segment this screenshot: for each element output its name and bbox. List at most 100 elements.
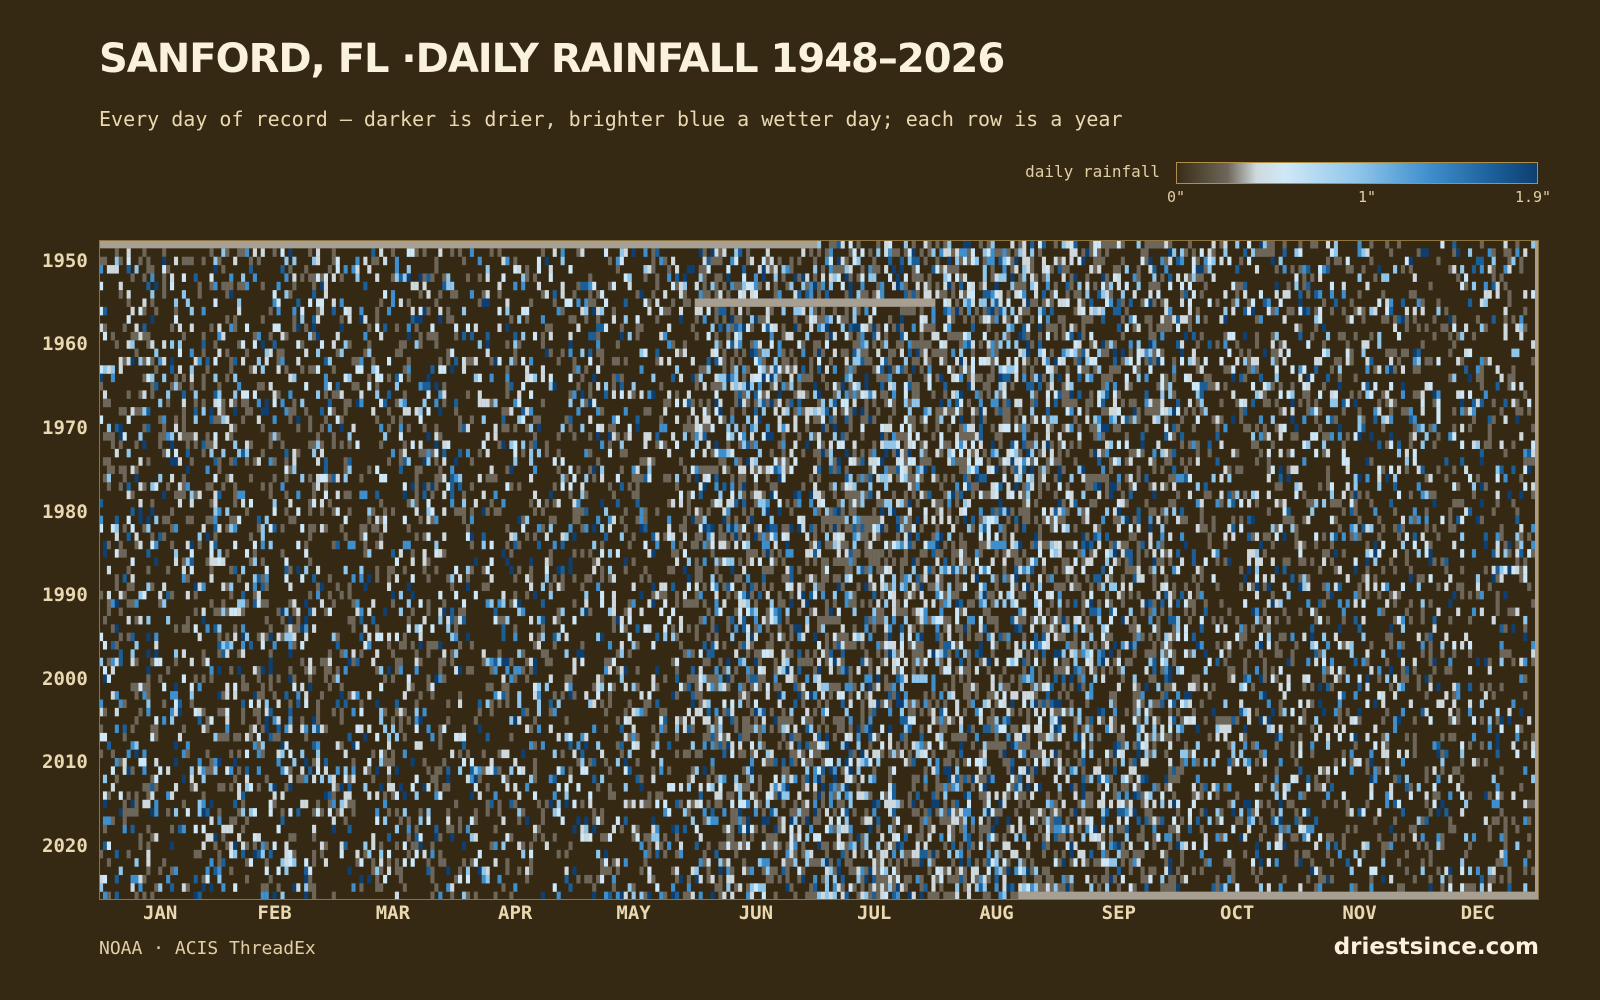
heatmap-cell [848,473,853,483]
heatmap-cell [777,290,782,299]
heatmap-cell [150,356,155,366]
heatmap-cell [1231,306,1236,316]
heatmap-cell [181,331,186,341]
heatmap-cell [951,448,956,458]
heatmap-cell [1274,356,1279,366]
heatmap-cell [118,432,123,441]
heatmap-cell [237,298,242,307]
heatmap-cell [1322,265,1327,274]
heatmap-cell [1168,457,1173,466]
heatmap-cell [552,290,557,299]
heatmap-cell [430,323,435,333]
heatmap-cell [1195,356,1200,366]
heatmap-cell [714,482,719,491]
heatmap-cell [813,281,818,291]
heatmap-cell [296,448,301,458]
heatmap-cell [1041,373,1046,383]
heatmap-cell [331,340,336,349]
heatmap-cell [746,382,751,391]
heatmap-cell [1341,407,1346,416]
heatmap-cell [1223,331,1228,341]
heatmap-cell [607,448,613,458]
heatmap-cell [891,490,897,500]
heatmap-cell [588,448,593,458]
heatmap-cell [442,390,447,399]
heatmap-cell [876,348,881,358]
heatmap-cell [1389,498,1394,508]
heatmap-cell [1322,340,1327,349]
heatmap-cell [797,290,802,299]
heatmap-cell [1428,540,1433,550]
heatmap-cell [891,365,897,374]
heatmap-cell [907,524,912,533]
heatmap-cell [974,256,979,266]
heatmap-cell [888,240,893,249]
heatmap-cell [1278,524,1283,533]
heatmap-cell [363,524,368,533]
heatmap-cell [548,524,553,533]
heatmap-cell [521,331,526,341]
heatmap-cell [734,331,739,341]
heatmap-cell [876,331,881,341]
heatmap-cell [201,382,206,391]
heatmap-cell [387,423,392,433]
heatmap-cell [1531,440,1536,450]
heatmap-cell [1065,390,1070,399]
heatmap-cell [888,256,893,266]
heatmap-cell [1278,382,1283,391]
heatmap-cell [982,265,987,274]
heatmap-cell [1108,290,1114,299]
heatmap-cell [1286,515,1291,525]
heatmap-cell [477,298,482,307]
heatmap-cell [990,340,995,349]
heatmap-cell [485,473,490,483]
heatmap-cell [742,265,747,274]
heatmap-cell [209,273,214,282]
heatmap-cell [1069,323,1074,333]
heatmap-cell [706,465,711,475]
heatmap-cell [722,365,727,374]
heatmap-cell [359,532,364,541]
heatmap-cell [1085,540,1090,550]
heatmap-cell [1152,448,1157,458]
heatmap-cell [130,465,135,475]
heatmap-cell [959,549,964,558]
heatmap-cell [1112,240,1118,249]
heatmap-cell [138,356,143,366]
heatmap-cell [493,473,498,483]
heatmap-cell [678,281,684,291]
heatmap-cell [994,465,999,475]
heatmap-cell [919,315,924,324]
heatmap-cell [1022,256,1027,266]
heatmap-cell [99,265,104,274]
heatmap-cell [966,457,972,466]
heatmap-cell [978,423,983,433]
heatmap-cell [864,532,869,541]
heatmap-cell [1014,265,1019,274]
heatmap-cell [592,540,597,550]
heatmap-cell [418,306,423,316]
heatmap-cell [118,256,123,266]
heatmap-cell [966,448,972,458]
heatmap-cell [189,365,194,374]
heatmap-cell [1325,448,1331,458]
heatmap-cell [1337,498,1342,508]
heatmap-cell [469,507,474,516]
heatmap-cell [170,440,175,450]
heatmap-cell [970,440,975,450]
heatmap-cell [138,256,143,266]
heatmap-cell [959,448,964,458]
heatmap-cell [438,356,443,366]
heatmap-cell [485,265,490,274]
heatmap-cell [1120,490,1125,500]
heatmap-cell [805,290,810,299]
heatmap-cell [880,340,885,349]
heatmap-cell [560,423,565,433]
heatmap-cell [241,248,246,257]
heatmap-cell [836,273,841,282]
heatmap-cell [813,490,818,500]
heatmap-cell [525,306,530,316]
heatmap-cell [643,273,648,282]
heatmap-cell [675,281,680,291]
heatmap-cell [678,373,684,383]
